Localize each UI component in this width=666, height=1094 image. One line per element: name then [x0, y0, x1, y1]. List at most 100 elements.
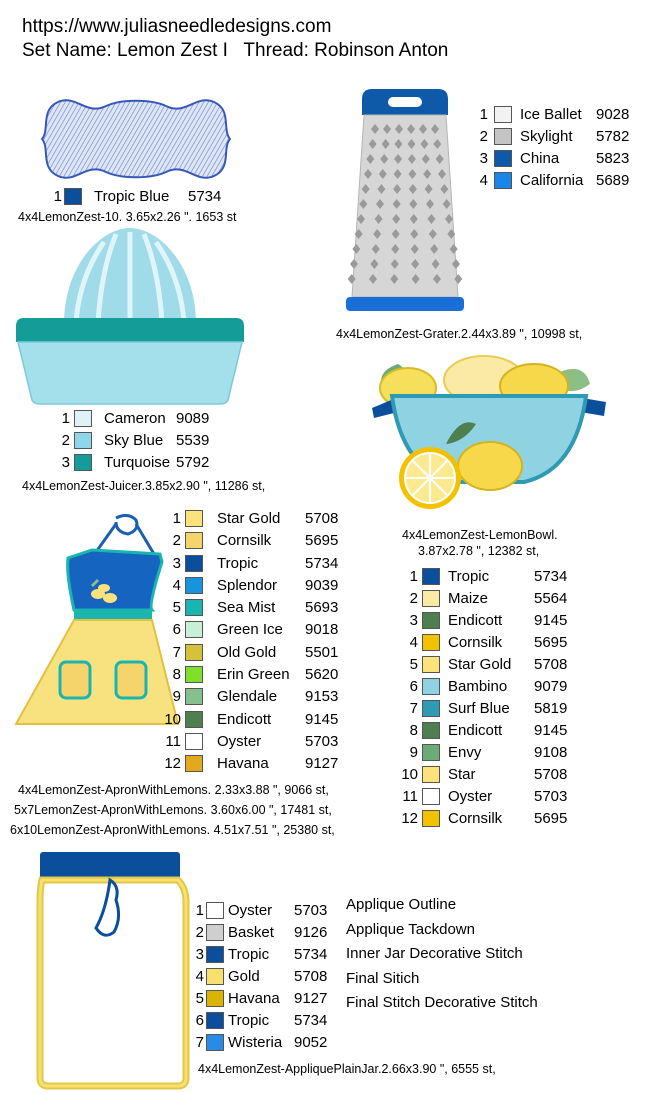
color-row: 4 Splendor 9039 [163, 575, 363, 597]
color-swatch [206, 946, 224, 963]
color-number: 4 [479, 172, 488, 189]
color-swatch [422, 722, 440, 739]
color-name: Envy [448, 744, 482, 761]
color-number: 1 [53, 188, 62, 205]
jar-note: Final Sitich [346, 969, 420, 987]
color-number: 3 [61, 454, 70, 471]
color-name: Endicott [448, 612, 503, 629]
color-number: 9 [172, 688, 181, 706]
color-name: Oyster [448, 788, 493, 805]
color-swatch [422, 678, 440, 695]
color-swatch [185, 621, 203, 639]
color-number: 7 [409, 700, 418, 717]
color-swatch [422, 810, 440, 827]
color-row: 3 Tropic 5734 [163, 553, 363, 575]
site-url: https://www.juliasneedledesigns.com [22, 16, 332, 37]
color-row: 1 Oyster 5703 [190, 900, 340, 922]
juicer-design [16, 228, 244, 405]
color-name: Gold [228, 968, 260, 985]
color-code: 5819 [534, 700, 568, 717]
color-number: 10 [164, 710, 181, 728]
color-name: Sea Mist [217, 599, 276, 617]
color-swatch [422, 788, 440, 805]
color-name: Tropic [217, 554, 259, 572]
color-row: 12 Cornsilk 5695 [400, 808, 590, 830]
color-row: 7 Old Gold 5501 [163, 642, 363, 664]
color-number: 10 [401, 766, 418, 783]
color-name: Cornsilk [217, 532, 272, 550]
color-row: 2 Sky Blue 5539 [58, 430, 258, 452]
color-code: 5782 [596, 128, 630, 145]
color-row: 4 California 5689 [474, 170, 664, 192]
color-name: Skylight [520, 128, 573, 145]
color-row: 3 China 5823 [474, 148, 664, 170]
color-swatch [74, 454, 92, 471]
color-swatch [74, 432, 92, 449]
color-number: 6 [409, 678, 418, 695]
color-name: Cornsilk [448, 810, 503, 827]
color-code: 9079 [534, 678, 568, 695]
color-code: 5703 [305, 732, 339, 750]
color-code: 5734 [294, 946, 328, 963]
color-code: 5708 [534, 656, 568, 673]
color-name: Cameron [104, 410, 166, 427]
color-row: 9 Glendale 9153 [163, 686, 363, 708]
color-swatch [185, 643, 203, 661]
color-swatch [206, 902, 224, 919]
color-row: 5 Havana 9127 [190, 988, 340, 1010]
color-swatch [422, 766, 440, 783]
color-number: 4 [172, 576, 181, 594]
color-code: 9089 [176, 410, 210, 427]
color-code: 9039 [305, 576, 339, 594]
color-swatch [185, 576, 203, 594]
color-number: 7 [172, 643, 181, 661]
color-number: 5 [409, 656, 418, 673]
color-swatch [494, 106, 512, 123]
apron-caption-4x4: 4x4LemonZest-ApronWithLemons. 2.33x3.88 … [18, 783, 329, 797]
color-swatch [422, 590, 440, 607]
color-name: Wisteria [228, 1034, 283, 1051]
color-row: 8 Erin Green 5620 [163, 664, 363, 686]
color-code: 5708 [294, 968, 328, 985]
color-name: Endicott [217, 710, 272, 728]
color-number: 1 [479, 106, 488, 123]
color-number: 8 [172, 666, 181, 684]
color-row: 6 Green Ice 9018 [163, 619, 363, 641]
color-number: 12 [164, 755, 181, 773]
label-caption: 4x4LemonZest-10. 3.65x2.26 ". 1653 st [18, 210, 237, 224]
color-name: Old Gold [217, 643, 277, 661]
color-swatch [185, 710, 203, 728]
color-name: Basket [228, 924, 274, 941]
color-number: 2 [479, 128, 488, 145]
jar-note: Inner Jar Decorative Stitch [346, 945, 523, 962]
color-swatch [422, 568, 440, 585]
color-number: 3 [479, 150, 488, 167]
color-number: 2 [409, 590, 418, 607]
apron-color-table: 1 Star Gold 5708 2 Cornsilk 5695 3 Tropic 5734 4 S… [163, 508, 363, 776]
color-name: Sky Blue [104, 432, 164, 449]
color-code: 9145 [534, 612, 568, 629]
color-row: 3 Tropic 5734 [190, 944, 340, 966]
jar-note: Applique Outline [346, 896, 457, 913]
color-row: 1 Star Gold 5708 [163, 508, 363, 530]
color-code: 5823 [596, 150, 630, 167]
color-number: 2 [195, 924, 204, 941]
color-name: Oyster [217, 732, 262, 750]
color-row: 2 Maize 5564 [400, 588, 590, 610]
color-row: 10 Star 5708 [400, 764, 590, 786]
color-name: Maize [448, 590, 489, 607]
jar-note: Final Stitch Decorative Stitch [346, 994, 538, 1011]
color-code: 9108 [534, 744, 568, 761]
color-swatch [422, 634, 440, 651]
color-row: 5 Star Gold 5708 [400, 654, 590, 676]
color-row: 6 Tropic 5734 [190, 1010, 340, 1032]
color-name: Splendor [217, 576, 278, 594]
color-number: 12 [401, 810, 418, 827]
color-row: 2 Basket 9126 [190, 922, 340, 944]
color-number: 6 [172, 621, 181, 639]
color-swatch [64, 188, 82, 205]
color-code: 9145 [534, 722, 568, 739]
color-name: Bambino [448, 678, 508, 695]
lemon-bowl-caption-line2: 3.87x2.78 ", 12382 st, [418, 544, 540, 558]
color-name: Glendale [217, 688, 278, 706]
